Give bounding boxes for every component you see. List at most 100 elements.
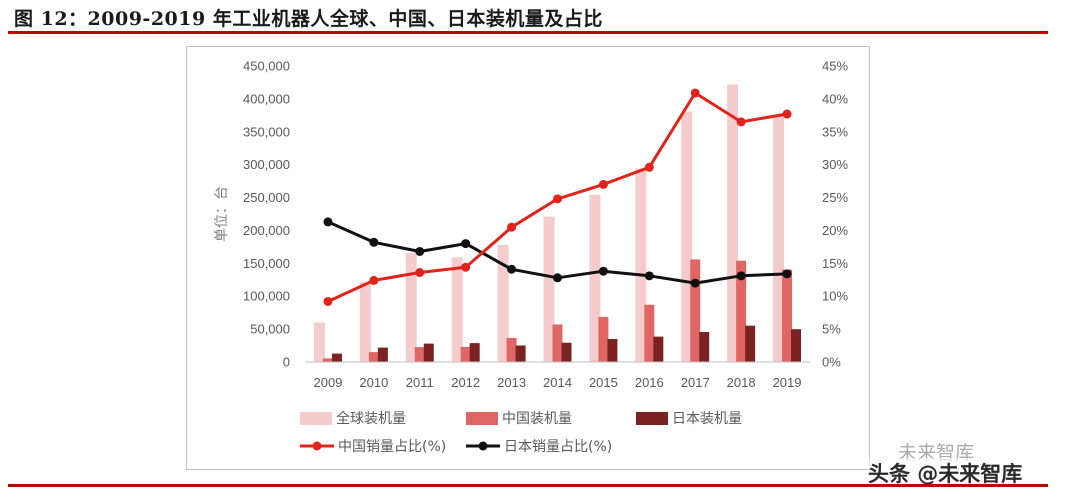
- y-tick-label: 450,000: [243, 59, 290, 74]
- bar-japan-2014: [561, 342, 572, 362]
- y2-tick-label: 45%: [822, 59, 848, 74]
- chart-frame: [186, 46, 870, 470]
- bar-china-2010: [368, 352, 379, 362]
- point-japan-share-2014: [553, 273, 562, 283]
- y2-tick-label: 25%: [822, 190, 848, 205]
- point-china-share-2016: [644, 162, 654, 172]
- x-tick-label: 2018: [727, 375, 756, 390]
- bottom-rule: [8, 484, 1048, 487]
- bar-global-2018: [727, 84, 739, 362]
- x-tick-label: 2009: [313, 375, 342, 390]
- bar-japan-2009: [331, 353, 342, 362]
- y-tick-label: 250,000: [243, 190, 290, 205]
- point-china-share-2009: [323, 296, 333, 306]
- legend-label: 中国装机量: [502, 411, 572, 427]
- point-china-share-2012: [461, 262, 471, 272]
- bar-japan-2013: [515, 345, 526, 362]
- bar-japan-2018: [745, 325, 756, 362]
- legend-swatch-1: [466, 412, 498, 425]
- point-japan-share-2015: [598, 266, 608, 276]
- y-tick-label: 50,000: [250, 322, 290, 337]
- point-japan-share-2016: [644, 271, 654, 281]
- x-tick-label: 2015: [589, 375, 618, 390]
- bar-japan-2017: [699, 332, 710, 362]
- bar-global-2016: [635, 168, 647, 362]
- bar-china-2015: [598, 316, 609, 362]
- bar-china-2016: [644, 304, 655, 362]
- point-china-share-2019: [782, 109, 792, 119]
- bar-china-2012: [460, 346, 471, 362]
- bar-china-2011: [414, 347, 425, 362]
- point-japan-share-2009: [323, 217, 333, 227]
- y-tick-label: 0: [283, 355, 290, 370]
- point-china-share-2015: [598, 179, 608, 189]
- series-japan-bars: [331, 325, 802, 362]
- x-tick-label: 2014: [543, 375, 572, 390]
- y-tick-label: 100,000: [243, 289, 290, 304]
- legend-marker-3: [312, 441, 322, 451]
- legend-label: 日本销量占比(%): [504, 439, 612, 455]
- y2-tick-label: 30%: [822, 157, 848, 172]
- y-tick-label: 400,000: [243, 91, 290, 106]
- bar-global-2009: [313, 322, 325, 362]
- bar-china-2018: [736, 260, 747, 362]
- figure-title: 图 12：2009-2019 年工业机器人全球、中国、日本装机量及占比: [14, 8, 603, 30]
- title-rule: [8, 31, 1048, 34]
- bar-global-2015: [589, 194, 601, 362]
- y-tick-label: 300,000: [243, 157, 290, 172]
- legend-label: 中国销量占比(%): [338, 439, 446, 455]
- point-china-share-2017: [690, 88, 700, 98]
- y-tick-label: 350,000: [243, 124, 290, 139]
- bar-global-2017: [681, 111, 693, 363]
- x-tick-label: 2013: [497, 375, 526, 390]
- legend-label: 日本装机量: [672, 411, 742, 427]
- y-tick-label: 200,000: [243, 223, 290, 238]
- legend-label: 全球装机量: [336, 410, 406, 427]
- point-japan-share-2018: [736, 271, 746, 281]
- bar-japan-2012: [469, 343, 480, 362]
- x-tick-label: 2017: [681, 375, 710, 390]
- y2-tick-label: 40%: [822, 91, 848, 106]
- x-tick-label: 2011: [406, 375, 434, 390]
- y2-tick-label: 5%: [822, 322, 841, 337]
- series-lines: [323, 88, 792, 306]
- bar-japan-2019: [791, 329, 802, 362]
- y2-tick-label: 15%: [822, 256, 848, 271]
- bar-china-2009: [322, 358, 333, 362]
- y2-tick-label: 20%: [822, 223, 848, 238]
- bar-china-2019: [782, 269, 793, 362]
- bar-japan-2011: [423, 343, 434, 362]
- series-global-bars: [313, 84, 785, 363]
- point-china-share-2011: [415, 268, 425, 278]
- point-japan-share-2019: [782, 269, 792, 279]
- y-axis-right-ticks: 0% 5% 10% 15% 20% 25% 30% 35% 40% 45%: [822, 59, 848, 370]
- y2-tick-label: 35%: [822, 124, 848, 139]
- bar-china-2017: [690, 259, 701, 362]
- legend-swatch-0: [300, 412, 332, 425]
- point-japan-share-2010: [369, 237, 379, 247]
- y-axis-label: 单位：台: [214, 186, 230, 242]
- y2-tick-label: 10%: [822, 289, 848, 304]
- bar-china-2013: [506, 337, 517, 362]
- watermark-handle: 头条 @未来智库: [868, 458, 1023, 488]
- point-china-share-2013: [507, 222, 517, 232]
- bar-global-2011: [405, 252, 417, 362]
- bar-japan-2016: [653, 336, 664, 362]
- bar-japan-2015: [607, 338, 618, 362]
- series-china-bars: [322, 259, 793, 362]
- x-axis-ticks: 2009 2010 2011 2012 2013 2014 2015 2016 2017 2018…: [313, 375, 801, 390]
- point-china-share-2018: [736, 117, 746, 127]
- x-tick-label: 2019: [773, 375, 802, 390]
- bar-global-2010: [359, 282, 371, 362]
- bar-china-2014: [552, 324, 563, 362]
- y-axis-left-ticks: 0 50,000 100,000 150,000 200,000 250,000 300,0…: [243, 59, 290, 370]
- bar-global-2014: [543, 216, 555, 362]
- legend-swatch-2: [636, 412, 668, 425]
- point-japan-share-2011: [415, 246, 425, 256]
- point-china-share-2014: [553, 194, 562, 204]
- bar-global-2013: [497, 244, 509, 362]
- point-japan-share-2013: [507, 264, 517, 274]
- bar-global-2012: [451, 257, 463, 362]
- y-tick-label: 150,000: [243, 256, 290, 271]
